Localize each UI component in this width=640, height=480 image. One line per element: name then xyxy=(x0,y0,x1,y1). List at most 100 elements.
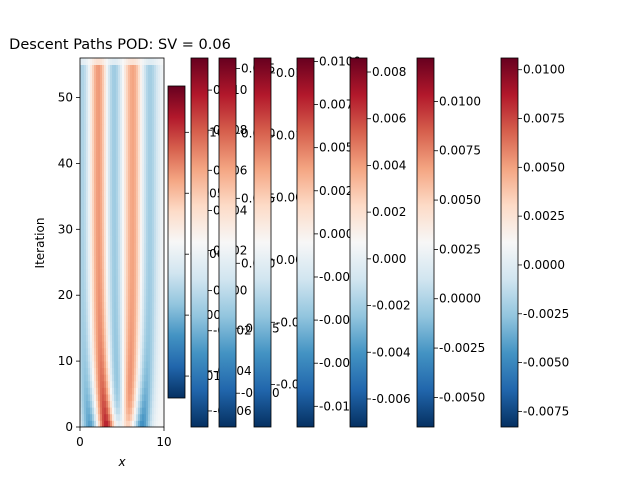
heatmap-cell xyxy=(98,156,101,164)
heatmap-cell xyxy=(138,97,141,105)
heatmap-cell xyxy=(82,143,85,151)
heatmap-cell xyxy=(158,387,161,395)
heatmap-cell xyxy=(146,104,149,112)
heatmap-cell xyxy=(162,183,164,191)
heatmap-cell xyxy=(86,235,89,243)
heatmap-cell xyxy=(150,308,153,316)
heatmap-cell xyxy=(124,216,127,224)
heatmap-cell xyxy=(144,202,147,210)
heatmap-cell xyxy=(160,413,163,421)
heatmap-cell xyxy=(128,143,131,151)
heatmap-cell xyxy=(134,347,137,355)
heatmap-cell xyxy=(138,170,141,178)
heatmap-cell xyxy=(88,282,91,290)
heatmap-cell xyxy=(102,262,105,270)
heatmap-cell xyxy=(146,156,149,164)
heatmap-cell xyxy=(86,71,89,79)
heatmap-cell xyxy=(96,341,99,349)
heatmap-cell xyxy=(118,71,121,79)
heatmap-cell xyxy=(162,229,164,237)
heatmap-cell xyxy=(128,77,131,85)
heatmap-cell xyxy=(90,117,93,125)
heatmap-cell xyxy=(114,123,117,131)
heatmap-cell xyxy=(102,400,105,408)
heatmap-cell xyxy=(132,407,135,415)
heatmap-cell xyxy=(114,374,117,382)
heatmap-cell xyxy=(132,268,135,276)
heatmap-cell xyxy=(120,242,123,250)
heatmap-cell xyxy=(86,137,89,145)
heatmap-cell xyxy=(94,71,97,79)
heatmap-cell xyxy=(148,361,151,369)
heatmap-cell xyxy=(134,255,137,263)
heatmap-cell xyxy=(108,321,111,329)
heatmap-cell xyxy=(84,64,87,72)
heatmap-cell xyxy=(102,361,105,369)
heatmap-cell xyxy=(154,137,157,145)
heatmap-cell xyxy=(98,314,101,322)
heatmap-cell xyxy=(104,262,107,270)
heatmap-cell xyxy=(94,150,97,158)
heatmap-cell xyxy=(156,407,159,415)
heatmap-cell xyxy=(94,282,97,290)
heatmap-cell xyxy=(158,143,161,151)
heatmap-cell xyxy=(156,334,159,342)
heatmap-cell xyxy=(144,361,147,369)
heatmap-cell xyxy=(114,130,117,138)
heatmap-cell xyxy=(138,255,141,263)
colorbar-tick-label: 0.0075 xyxy=(523,112,565,126)
heatmap-cell xyxy=(144,143,147,151)
heatmap-cell xyxy=(98,235,101,243)
heatmap-cell xyxy=(120,334,123,342)
heatmap-cell xyxy=(160,249,163,257)
heatmap-cell xyxy=(112,90,115,98)
heatmap-cell xyxy=(108,262,111,270)
heatmap-cell xyxy=(136,110,139,118)
heatmap-cell xyxy=(126,202,129,210)
heatmap-cell xyxy=(88,268,91,276)
heatmap-cell xyxy=(90,407,93,415)
heatmap-cell xyxy=(152,321,155,329)
heatmap-cell xyxy=(146,196,149,204)
heatmap-cell xyxy=(116,123,119,131)
heatmap-cell xyxy=(134,58,137,65)
heatmap-cell xyxy=(100,394,103,402)
heatmap-cell xyxy=(158,295,161,303)
heatmap-cell xyxy=(114,143,117,151)
heatmap-cell xyxy=(156,413,159,421)
heatmap-cell xyxy=(110,242,113,250)
heatmap-cell xyxy=(160,354,163,362)
heatmap-cell xyxy=(136,196,139,204)
heatmap-cell xyxy=(140,84,143,92)
heatmap-cell xyxy=(84,189,87,197)
heatmap-cell xyxy=(160,314,163,322)
heatmap-cell xyxy=(98,367,101,375)
heatmap-cell xyxy=(94,301,97,309)
heatmap-cell xyxy=(84,275,87,283)
heatmap-cell xyxy=(92,341,95,349)
heatmap-cell xyxy=(80,170,83,178)
heatmap-cell xyxy=(86,123,89,131)
heatmap-cell xyxy=(90,104,93,112)
heatmap-cell xyxy=(160,156,163,164)
heatmap-cell xyxy=(118,97,121,105)
heatmap-cell xyxy=(82,407,85,415)
heatmap-cell xyxy=(112,216,115,224)
heatmap-cell xyxy=(128,216,131,224)
heatmap-cell xyxy=(134,163,137,171)
colorbars: -0.010-0.0050.0000.0050.010-0.006-0.004-… xyxy=(167,54,569,428)
heatmap-cell xyxy=(100,209,103,217)
heatmap-cell xyxy=(134,387,137,395)
heatmap-cell xyxy=(82,97,85,105)
heatmap-cell xyxy=(106,84,109,92)
heatmap-cell xyxy=(124,354,127,362)
colorbar-tick-label: 0.0025 xyxy=(439,242,481,256)
heatmap-cell xyxy=(138,110,141,118)
heatmap-cell xyxy=(96,334,99,342)
heatmap-cell xyxy=(94,407,97,415)
heatmap-cell xyxy=(152,176,155,184)
heatmap-cell xyxy=(160,71,163,79)
heatmap-cell xyxy=(84,156,87,164)
heatmap-cell xyxy=(152,367,155,375)
heatmap-cell xyxy=(106,361,109,369)
